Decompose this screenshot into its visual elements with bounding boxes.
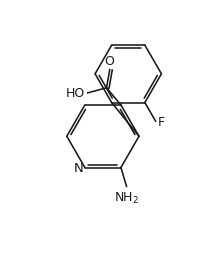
Text: NH$_2$: NH$_2$ [114,190,139,205]
Text: F: F [158,115,165,128]
Text: N: N [73,161,83,174]
Text: HO: HO [66,87,85,100]
Text: O: O [104,54,114,67]
